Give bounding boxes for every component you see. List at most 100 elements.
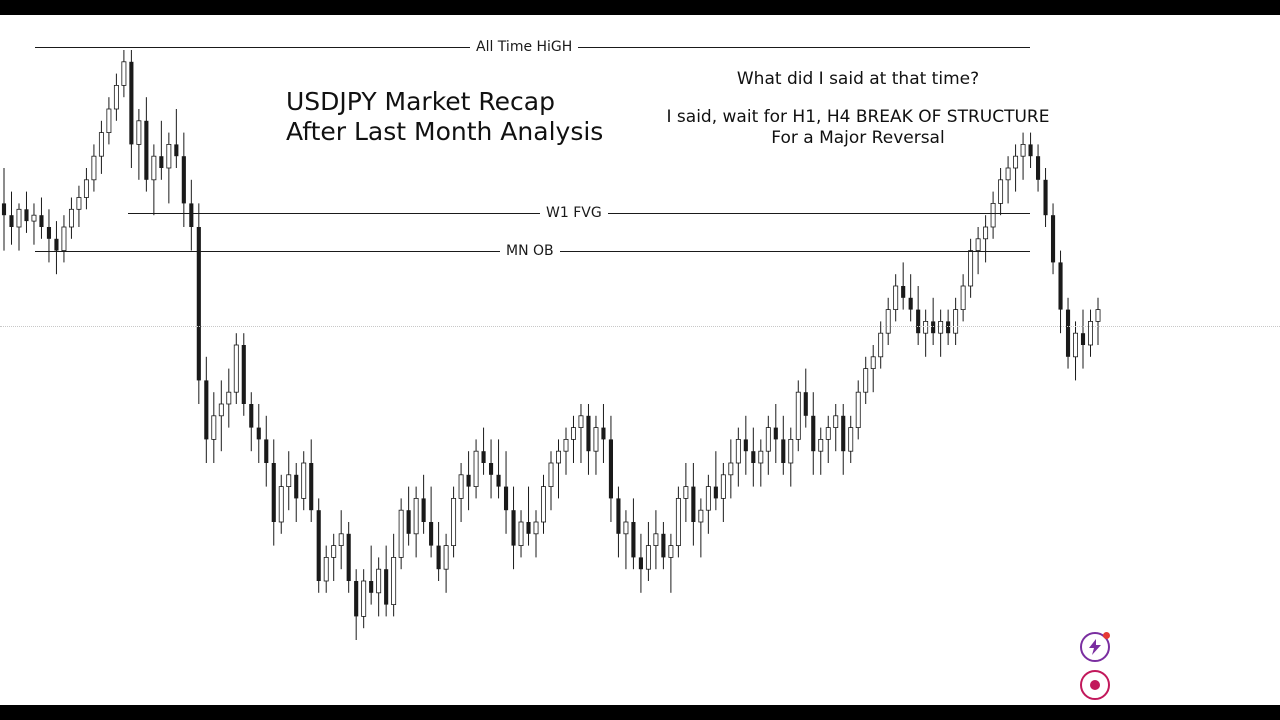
candle-body: [548, 462, 554, 488]
candle: [346, 522, 351, 593]
title-line-2: After Last Month Analysis: [286, 117, 604, 146]
candle-body: [863, 368, 869, 393]
candle: [533, 510, 539, 558]
candle-body: [384, 569, 389, 605]
candle-body: [938, 320, 944, 334]
candle: [369, 545, 374, 605]
candle-body: [204, 380, 209, 440]
candle: [151, 144, 157, 216]
candle-body: [571, 427, 576, 440]
candle-body: [54, 238, 59, 251]
candle-body: [848, 427, 854, 452]
candle: [511, 486, 516, 570]
candle-body: [773, 427, 778, 440]
candle-body: [608, 439, 614, 499]
candle: [818, 427, 824, 475]
candle: [735, 427, 741, 487]
candle-body: [451, 497, 457, 546]
candle: [391, 533, 397, 617]
candle-body: [473, 450, 479, 488]
candle: [548, 451, 554, 511]
candle-body: [720, 474, 726, 499]
candle-body: [968, 250, 974, 287]
candle: [218, 380, 224, 452]
candle-body: [683, 486, 689, 499]
candle: [436, 522, 441, 581]
candle-body: [76, 197, 82, 210]
candle: [743, 415, 748, 475]
chart-frame: All Time HiGH W1 FVG MN OB USDJPY Market…: [0, 15, 1280, 705]
candle: [878, 321, 884, 369]
candle: [586, 404, 591, 475]
candle: [443, 533, 449, 593]
candle: [98, 120, 104, 174]
candle: [241, 333, 246, 416]
candle-body: [518, 521, 524, 547]
candle: [968, 238, 974, 298]
candle-body: [811, 415, 816, 452]
candle: [294, 463, 299, 522]
candle-body: [369, 581, 374, 593]
candle: [181, 132, 186, 227]
candle: [488, 439, 494, 499]
candle: [781, 415, 786, 475]
candle-body: [931, 321, 936, 334]
candle-body: [151, 155, 157, 181]
candle-body: [781, 439, 786, 463]
candle-body: [698, 509, 704, 523]
candle-body: [436, 545, 441, 570]
candle: [788, 427, 794, 487]
candle: [998, 168, 1004, 216]
candle-body: [278, 486, 284, 523]
candle: [653, 510, 659, 570]
candle: [264, 415, 269, 487]
candle: [563, 427, 569, 475]
candle-body: [398, 509, 404, 558]
candle: [271, 439, 276, 546]
candle-body: [728, 462, 734, 476]
candle: [384, 545, 389, 617]
record-icon[interactable]: [1080, 670, 1110, 700]
candle-body: [286, 474, 292, 487]
candle: [204, 356, 209, 463]
candle: [376, 557, 382, 617]
candle-body: [249, 404, 254, 428]
candle-body: [346, 533, 351, 581]
candle: [413, 486, 419, 558]
candle: [841, 404, 846, 475]
candle-body: [916, 309, 921, 334]
candle: [645, 522, 651, 581]
candle-body: [1050, 215, 1056, 263]
lightning-bolt-icon[interactable]: [1080, 632, 1110, 662]
candle-body: [98, 132, 104, 157]
candle-body: [901, 286, 906, 298]
candle: [578, 404, 584, 463]
candle-body: [1020, 143, 1026, 157]
candle: [136, 109, 142, 180]
candle-body: [511, 510, 516, 546]
candle: [451, 486, 457, 558]
candle-body: [1065, 309, 1071, 357]
candle: [16, 203, 22, 251]
candle-body: [668, 545, 674, 558]
candle-body: [9, 215, 14, 227]
candle-body: [159, 156, 164, 168]
candle-body: [586, 415, 591, 452]
candle-body: [218, 403, 224, 417]
candle: [121, 50, 127, 98]
candle: [758, 439, 764, 487]
candle-body: [758, 450, 764, 464]
candle-body: [391, 557, 397, 606]
candle-body: [645, 545, 651, 570]
candle: [1088, 309, 1093, 357]
candle-body: [533, 521, 539, 535]
candle: [316, 498, 321, 593]
candle: [946, 309, 951, 345]
candle-body: [1005, 167, 1011, 181]
candle-body: [1, 203, 7, 216]
candle-body: [129, 61, 134, 145]
candle: [556, 439, 561, 499]
candle: [301, 451, 307, 511]
candle: [331, 533, 337, 581]
candle-body: [1095, 309, 1101, 322]
